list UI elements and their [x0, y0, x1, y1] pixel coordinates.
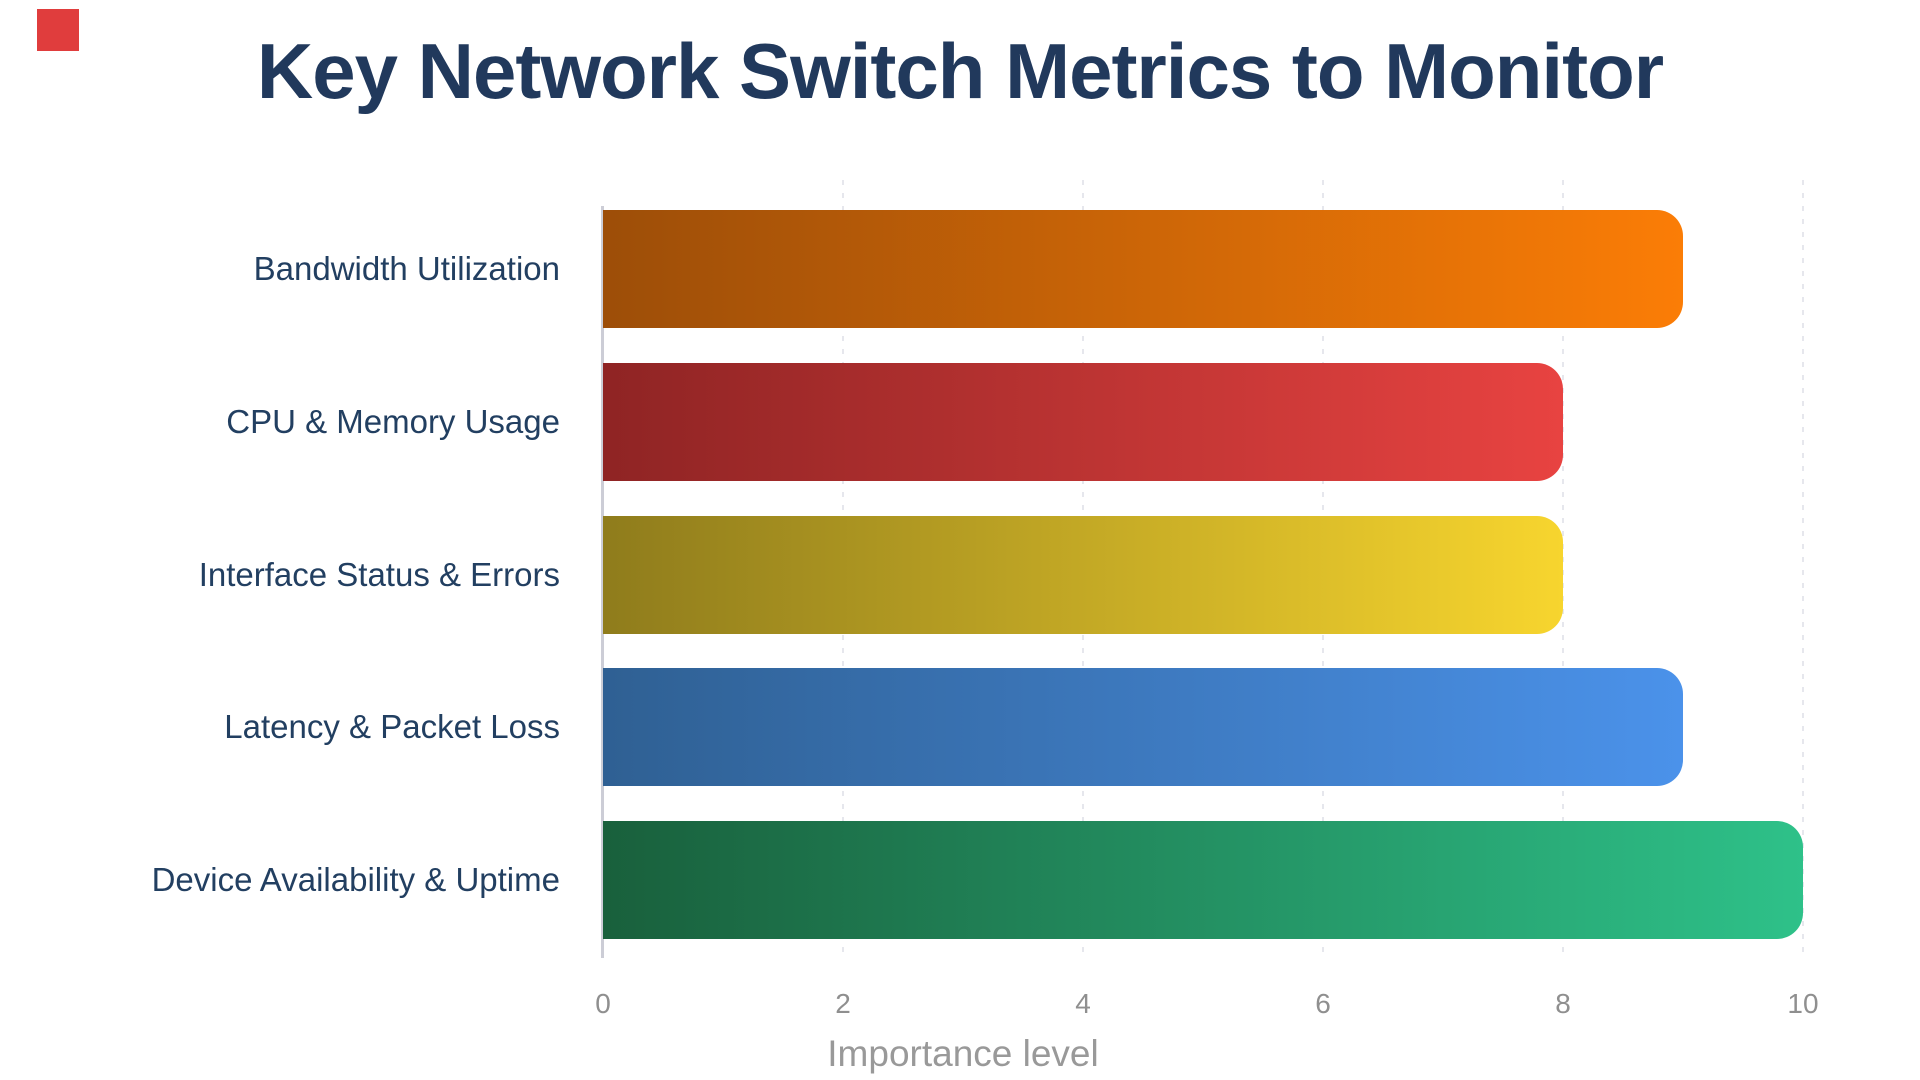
x-tick-label-6: 6: [1315, 988, 1331, 1019]
gridline-10: [1802, 180, 1804, 955]
category-label: Latency & Packet Loss: [224, 708, 560, 746]
x-tick-label-10: 10: [1787, 988, 1819, 1019]
bar-latency-packet-loss: [603, 668, 1683, 787]
x-tick-label-8: 8: [1555, 988, 1571, 1019]
bar-interface-status-errors: [603, 515, 1563, 634]
x-axis-title: Importance level: [827, 1033, 1099, 1074]
y-axis-line: [601, 206, 604, 958]
category-label: Bandwidth Utilization: [253, 250, 560, 287]
category-label: Interface Status & Errors: [198, 555, 560, 593]
category-label: Device Availability & Uptime: [151, 861, 560, 898]
bar-cpu-memory-usage: [603, 362, 1563, 481]
gridline-8: [1562, 180, 1564, 955]
bar-bandwidth-utilization: [603, 210, 1683, 328]
category-label: CPU & Memory Usage: [226, 402, 560, 440]
x-tick-label-0: 0: [595, 988, 611, 1019]
bar-device-availability-uptime: [603, 821, 1803, 939]
chart-title: Key Network Switch Metrics to Monitor: [256, 27, 1664, 115]
x-tick-label-2: 2: [835, 988, 851, 1019]
x-tick-label-4: 4: [1075, 988, 1091, 1019]
corner-accent-square: [37, 9, 79, 51]
